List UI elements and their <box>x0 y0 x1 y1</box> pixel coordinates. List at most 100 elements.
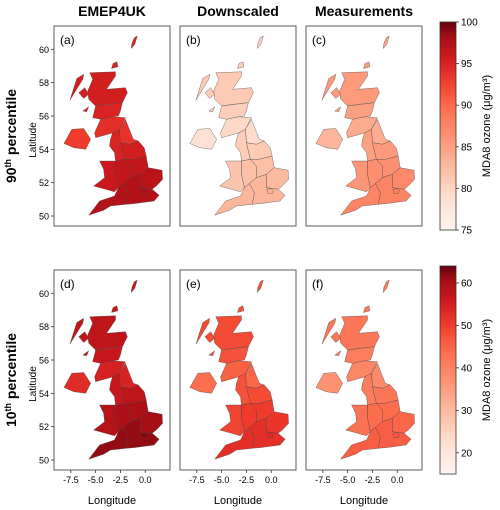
x-tick-label: 0.0 <box>391 475 404 485</box>
region-northern-ireland <box>315 128 343 150</box>
y-axis-label: Latitude <box>28 122 39 158</box>
region-london <box>392 188 400 194</box>
colorbar-tick-label: 90 <box>461 101 473 112</box>
panel-tag: (a) <box>60 33 75 47</box>
column-title: Measurements <box>315 3 413 19</box>
region-central-scotland <box>218 346 249 364</box>
region-skye <box>78 331 89 343</box>
region-skye <box>78 87 89 99</box>
region-central-scotland <box>344 102 375 120</box>
x-tick-label: -5.0 <box>214 475 230 485</box>
colorbar-tick-label: 100 <box>461 18 478 29</box>
region-london <box>140 432 148 438</box>
region-mull <box>334 106 341 112</box>
x-tick-label: 0.0 <box>139 475 152 485</box>
y-tick-label: 60 <box>39 45 49 55</box>
region-northern-ireland <box>189 128 217 150</box>
panel-tag: (e) <box>186 277 201 291</box>
region-orkney <box>237 305 245 313</box>
x-axis-label: Longitude <box>88 495 136 507</box>
colorbar-tick-label: 75 <box>461 226 473 237</box>
region-mull <box>334 350 341 356</box>
colorbar-gradient <box>439 21 457 231</box>
y-tick-label: 58 <box>39 78 49 88</box>
region-shetland <box>257 35 264 49</box>
region-orkney <box>363 61 371 69</box>
region-mull <box>208 350 215 356</box>
y-tick-label: 58 <box>39 322 49 332</box>
region-london <box>266 188 274 194</box>
y-tick-label: 60 <box>39 289 49 299</box>
colorbar: 20 30 40 50 60 MDA8 ozone (μg/m³) <box>439 265 493 475</box>
map-panel: (d) <box>53 269 171 471</box>
region-skye <box>204 87 215 99</box>
region-northern-ireland <box>189 372 217 394</box>
y-tick-label: 54 <box>39 145 49 155</box>
x-tick-label: -7.5 <box>63 475 79 485</box>
colorbar-tick-label: 50 <box>461 321 473 332</box>
x-tick-label: -2.5 <box>239 475 255 485</box>
colorbar-tick-label: 40 <box>461 363 473 374</box>
row-label: 10th percentile <box>3 333 19 427</box>
map-panel: (e) <box>179 269 297 471</box>
region-outer-hebrides <box>195 318 210 345</box>
colorbar-label: MDA8 ozone (μg/m³) <box>481 319 493 421</box>
region-northern-ireland <box>63 128 91 150</box>
panel-tag: (c) <box>312 33 326 47</box>
y-tick-label: 56 <box>39 356 49 366</box>
region-skye <box>330 87 341 99</box>
region-central-scotland <box>344 346 375 364</box>
region-outer-hebrides <box>321 318 336 345</box>
x-tick-label: -7.5 <box>315 475 331 485</box>
y-tick-label: 54 <box>39 389 49 399</box>
region-central-scotland <box>218 102 249 120</box>
map-panel: (b) <box>179 25 297 227</box>
region-orkney <box>237 61 245 69</box>
colorbar-tick-label: 30 <box>461 406 473 417</box>
region-skye <box>204 331 215 343</box>
x-axis-label: Longitude <box>214 495 262 507</box>
colorbar-tick-label: 80 <box>461 184 473 195</box>
region-mull <box>208 106 215 112</box>
region-shetland <box>131 279 138 293</box>
region-mull <box>82 350 89 356</box>
y-tick-label: 52 <box>39 422 49 432</box>
x-tick-label: -5.0 <box>340 475 356 485</box>
region-london <box>266 432 274 438</box>
column-title: Downscaled <box>197 3 279 19</box>
x-tick-label: -2.5 <box>113 475 129 485</box>
colorbar: 75 80 85 90 95 100 MDA8 ozone (μg/m³) <box>439 18 493 237</box>
region-orkney <box>363 305 371 313</box>
region-central-scotland <box>92 102 123 120</box>
x-tick-label: -7.5 <box>189 475 205 485</box>
region-shetland <box>131 35 138 49</box>
row-label: 90th percentile <box>3 89 19 183</box>
x-tick-label: 0.0 <box>265 475 278 485</box>
region-central-scotland <box>92 346 123 364</box>
panel-tag: (f) <box>312 277 323 291</box>
colorbar-label: MDA8 ozone (μg/m³) <box>481 75 493 177</box>
colorbar-tick-label: 85 <box>461 142 473 153</box>
region-mull <box>82 106 89 112</box>
region-outer-hebrides <box>195 74 210 101</box>
region-northern-ireland <box>63 372 91 394</box>
map-panel: (c) <box>305 25 423 227</box>
region-outer-hebrides <box>69 318 84 345</box>
y-axis-label: Latitude <box>28 366 39 402</box>
region-orkney <box>111 305 119 313</box>
colorbar-tick-label: 95 <box>461 59 473 70</box>
region-northern-ireland <box>315 372 343 394</box>
region-skye <box>330 331 341 343</box>
column-title: EMEP4UK <box>78 3 146 19</box>
y-tick-label: 50 <box>39 212 49 222</box>
x-axis-label: Longitude <box>340 495 388 507</box>
region-shetland <box>257 279 264 293</box>
x-tick-label: -2.5 <box>365 475 381 485</box>
y-tick-label: 50 <box>39 456 49 466</box>
region-shetland <box>383 35 390 49</box>
region-outer-hebrides <box>69 74 84 101</box>
map-panel: (f) <box>305 269 423 471</box>
panel-tag: (d) <box>60 277 75 291</box>
colorbar-tick-label: 20 <box>461 448 473 459</box>
